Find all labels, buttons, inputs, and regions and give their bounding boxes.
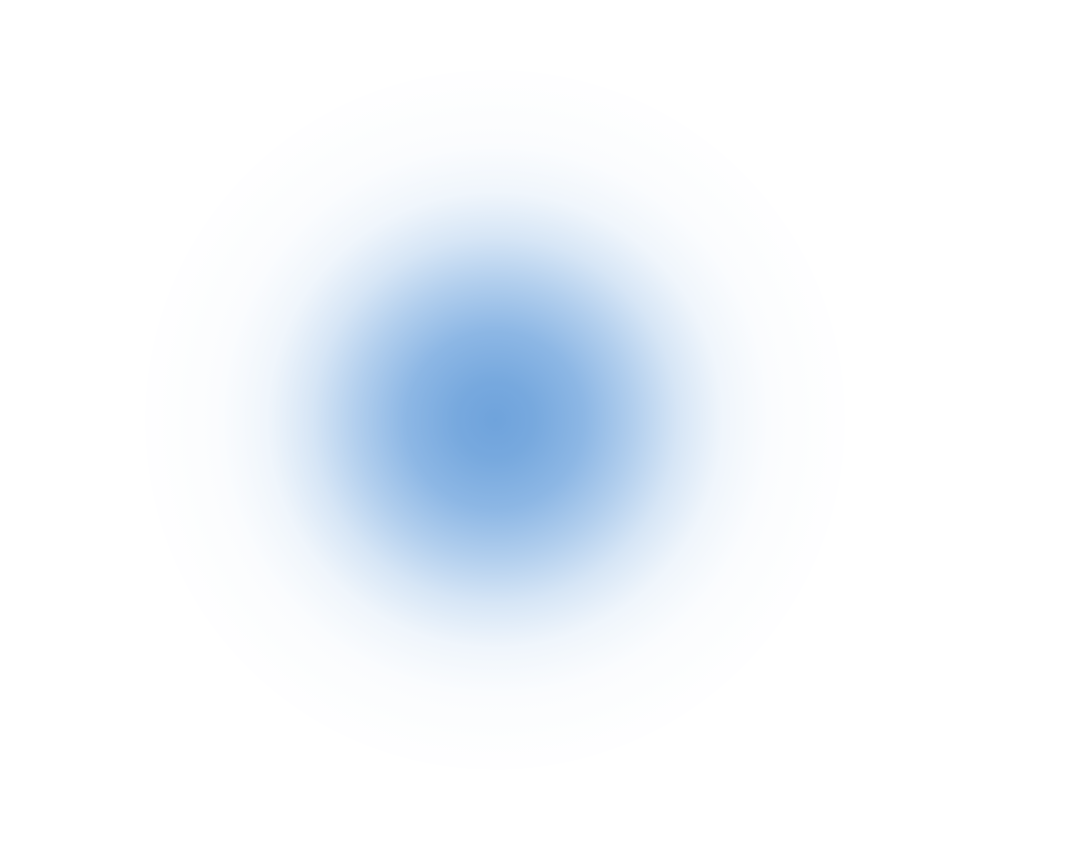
blue-radial-glow [145,70,845,770]
